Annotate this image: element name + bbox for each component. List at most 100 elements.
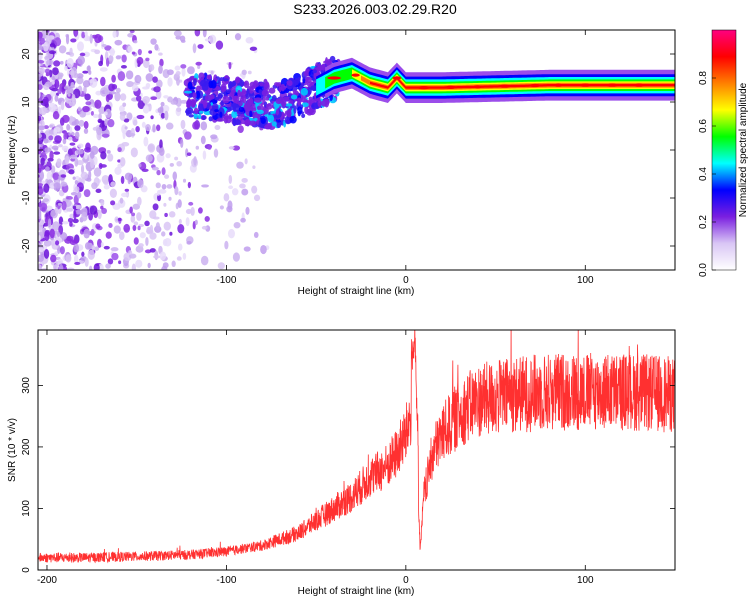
- spectrogram-noise-mark: [137, 179, 144, 189]
- spectrogram-cluster-mark: [237, 101, 243, 107]
- spectrogram-noise-mark: [159, 251, 167, 261]
- spectrogram-noise-mark: [38, 163, 42, 174]
- spectrogram-noise-mark: [159, 58, 164, 67]
- spectrogram-noise-mark: [45, 35, 52, 45]
- spectrogram-noise-mark: [149, 248, 156, 253]
- spectrogram-cluster-mark: [222, 95, 230, 104]
- spectrogram-y-label: Frequency (Hz): [7, 116, 18, 185]
- spectrogram-noise-mark: [76, 191, 82, 199]
- spectrogram-cluster-mark: [301, 113, 306, 118]
- spectrogram-cluster-mark: [210, 79, 217, 89]
- spectrogram-cluster-mark: [300, 87, 308, 96]
- spectrogram-noise-mark: [160, 101, 165, 107]
- spectrogram-cluster-mark: [263, 124, 272, 130]
- spectrogram-noise-mark: [223, 193, 230, 202]
- spectrogram-noise-mark: [156, 79, 163, 89]
- spectrogram-noise-mark: [68, 136, 73, 141]
- spectrogram-noise-mark: [99, 67, 108, 72]
- spectrogram-cluster-mark: [249, 110, 253, 118]
- spectrogram-noise-mark: [185, 217, 190, 227]
- spectrogram-noise-mark: [153, 86, 161, 93]
- spectrogram-noise-mark: [166, 184, 173, 189]
- spectrogram-noise-mark: [195, 145, 200, 150]
- snr-background: [38, 330, 675, 570]
- spectrogram-noise-mark: [128, 250, 133, 255]
- spectrogram-cluster-mark: [223, 115, 229, 120]
- spectrogram-noise-mark: [97, 209, 102, 220]
- spectrogram-noise-mark: [52, 221, 60, 231]
- spectrogram-noise-mark: [114, 39, 123, 46]
- figure-title: S233.2026.003.02.29.R20: [293, 1, 457, 17]
- spectrogram-noise-mark: [126, 112, 133, 121]
- spectrogram-noise-mark: [38, 264, 42, 270]
- spectrogram-noise-mark: [177, 243, 183, 251]
- spectrogram-noise-mark: [38, 54, 43, 60]
- spectrogram-noise-mark: [204, 215, 210, 222]
- spectrogram-noise-mark: [69, 47, 73, 55]
- spectrogram-noise-mark: [117, 217, 122, 222]
- spectrogram-noise-mark: [103, 184, 110, 190]
- spectrogram-cluster-mark: [198, 72, 205, 80]
- spectrogram-cluster-mark: [203, 72, 208, 80]
- spectrogram-cluster-mark: [299, 83, 305, 87]
- spectrogram-noise-mark: [234, 33, 242, 41]
- spectrogram-noise-mark: [112, 30, 117, 38]
- spectrogram-noise-mark: [228, 61, 232, 70]
- spectrogram-noise-mark: [70, 38, 77, 43]
- spectrogram-noise-mark: [158, 189, 167, 194]
- spectrogram-noise-mark: [94, 33, 102, 44]
- spectrogram-noise-mark: [164, 212, 168, 218]
- spectrogram-noise-mark: [100, 76, 106, 85]
- spectrogram-noise-mark: [172, 171, 178, 181]
- spectrogram-noise-mark: [82, 105, 90, 113]
- spectrogram-noise-mark: [74, 157, 79, 167]
- spectrogram-noise-mark: [38, 247, 44, 253]
- colorbar-tick-label: 0.0: [698, 263, 709, 277]
- spectrogram-peak-mark: [417, 86, 431, 90]
- snr-y-tick-label: 200: [21, 438, 32, 455]
- spectrogram-noise-mark: [243, 246, 251, 252]
- spectrogram-cluster-mark: [311, 102, 319, 110]
- spectrogram-noise-mark: [38, 235, 41, 242]
- spectrogram-noise-mark: [87, 65, 91, 73]
- spectrogram-noise-mark: [138, 243, 144, 248]
- spectrogram-noise-mark: [158, 52, 163, 56]
- spectrogram-cluster-mark: [243, 80, 250, 88]
- spectrogram-noise-mark: [118, 260, 122, 265]
- spectrogram-noise-mark: [99, 164, 107, 168]
- spectrogram-noise-mark: [68, 169, 75, 175]
- spectrogram-cluster-mark: [275, 108, 279, 116]
- spectrogram-noise-mark: [74, 186, 80, 193]
- spectrogram-cluster-mark: [187, 81, 193, 90]
- spectrogram-noise-mark: [195, 61, 202, 66]
- spectrogram-noise-mark: [232, 252, 240, 262]
- spectrogram-noise-mark: [173, 30, 182, 37]
- spectrogram-noise-mark: [49, 228, 55, 239]
- spectrogram-noise-mark: [241, 177, 248, 183]
- spectrogram-noise-mark: [38, 37, 42, 42]
- spectrogram-noise-mark: [178, 218, 182, 225]
- spectrogram-peak-mark: [605, 83, 619, 87]
- colorbar: 0.0 0.2 0.4 0.6 0.8 Normalized spectral ampl…: [698, 29, 749, 277]
- spectrogram-y-ticks: -20 -10 0 10 20: [21, 48, 675, 253]
- spectrogram-noise-mark: [69, 142, 76, 146]
- colorbar-label: Normalized spectral amplitude: [738, 82, 749, 217]
- spectrogram-noise-mark: [95, 223, 101, 229]
- spectrogram-noise-mark: [89, 77, 98, 88]
- spectrogram-cluster-mark: [301, 102, 309, 108]
- spectrogram-cluster-mark: [232, 80, 237, 87]
- spectrogram-cluster-mark: [274, 82, 279, 87]
- spectrogram-x-ticks: -200 -100 0 100: [37, 30, 594, 286]
- spectrogram-noise-mark: [135, 259, 143, 268]
- spectrogram-noise-mark: [101, 133, 110, 138]
- spectrogram-cluster-mark: [222, 78, 229, 82]
- spectrogram-noise-mark: [63, 132, 67, 140]
- spectrogram-noise-mark: [136, 75, 141, 83]
- snr-panel: -200 -100 0 100 0 100 200 300 Height of straig…: [7, 329, 676, 597]
- spectrogram-noise-mark: [135, 95, 142, 102]
- spectrogram-noise-mark: [192, 121, 199, 130]
- spectrogram-noise-mark: [52, 264, 59, 270]
- spectrogram-noise-mark: [201, 225, 208, 230]
- spectrogram-noise-mark: [202, 30, 207, 38]
